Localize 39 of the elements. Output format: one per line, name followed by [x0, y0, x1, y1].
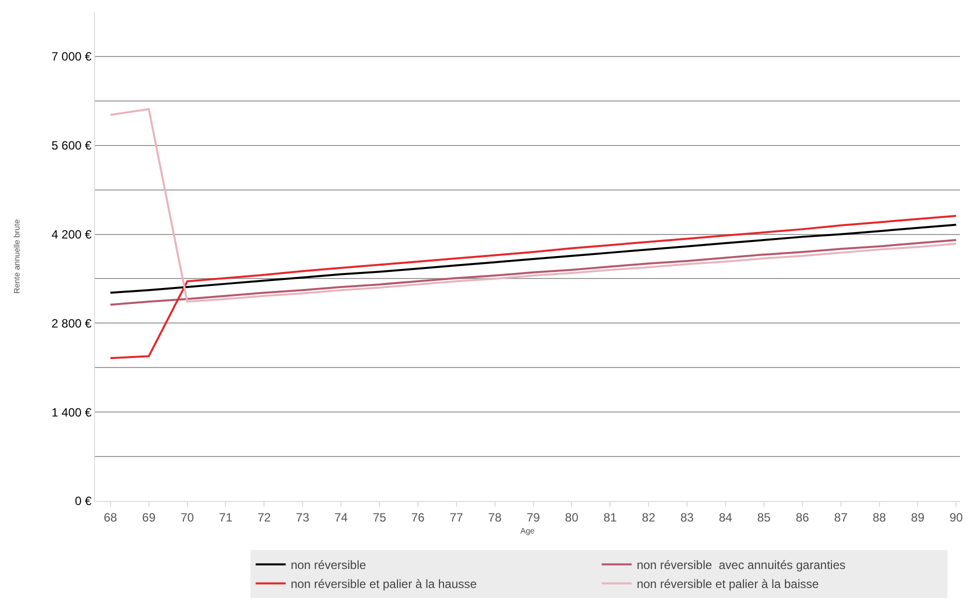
- line-series: [109, 108, 958, 303]
- y-tick-label: 2 800 €: [52, 316, 92, 330]
- x-tick-label: 77: [450, 510, 464, 524]
- y-tick-label: 1 400 €: [52, 405, 92, 420]
- x-tick-label: 89: [911, 510, 925, 524]
- x-tick-label: 80: [565, 510, 579, 524]
- line-series: [109, 224, 958, 294]
- y-tick-label: 4 200 €: [52, 227, 92, 242]
- y-tick-label: 7 000 €: [52, 50, 92, 64]
- x-tick-label: 83: [680, 510, 694, 524]
- x-tick-label: 68: [104, 510, 118, 524]
- x-tick-label: 74: [334, 510, 348, 524]
- x-tick-label: 86: [796, 510, 810, 524]
- x-tick-label: 79: [526, 510, 540, 524]
- x-tick-label: 71: [219, 510, 233, 524]
- x-tick-label: 84: [718, 510, 732, 524]
- x-tick-label: 73: [296, 510, 310, 524]
- x-tick-label: 70: [180, 510, 194, 524]
- legend-label: non réversible et palier à la baisse: [636, 577, 820, 592]
- y-tick-label: 0 €: [74, 494, 92, 508]
- x-tick-label: 69: [142, 510, 156, 524]
- x-tick-label: 87: [834, 510, 848, 524]
- legend-label: non réversible avec annuités garanties: [636, 558, 846, 572]
- x-tick-label: 72: [257, 510, 272, 524]
- line-series: [109, 238, 958, 306]
- y-tick-label: 5 600 €: [52, 138, 92, 153]
- x-axis-title: Age: [520, 526, 536, 536]
- x-tick-label: 82: [642, 510, 656, 524]
- legend-label: non réversible et palier à la hausse: [290, 577, 478, 592]
- x-tick-label: 90: [949, 510, 964, 524]
- x-tick-label: 81: [603, 510, 618, 524]
- x-tick-label: 76: [411, 510, 425, 524]
- legend-label: non réversible: [290, 558, 366, 572]
- line-series: [109, 214, 958, 360]
- x-tick-label: 85: [757, 510, 771, 524]
- x-tick-label: 75: [372, 510, 386, 524]
- y-axis-title: Rente annuelle brute: [12, 218, 22, 294]
- x-tick-label: 88: [872, 510, 886, 524]
- x-tick-label: 78: [488, 510, 502, 524]
